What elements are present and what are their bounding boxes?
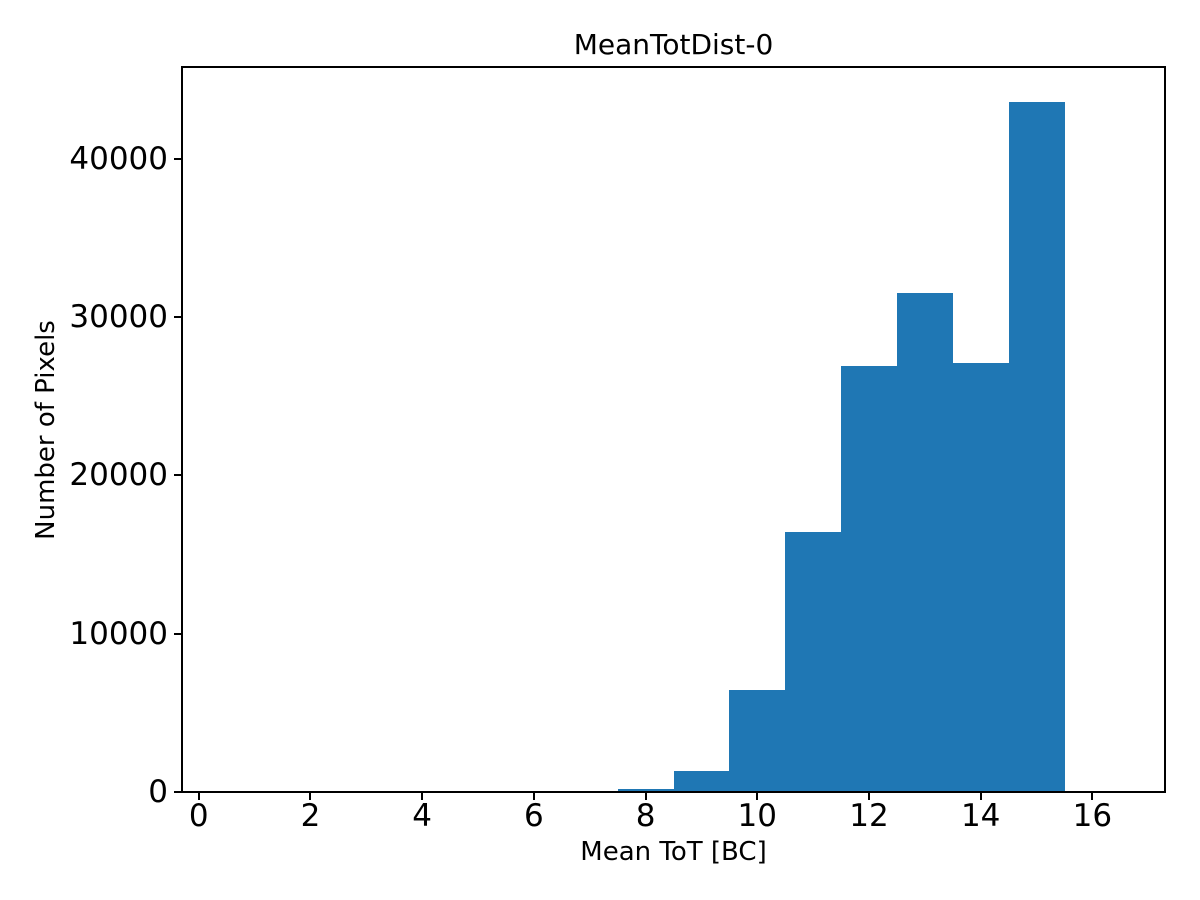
y-tick-mark (174, 632, 182, 635)
y-tick-label: 10000 (69, 615, 168, 652)
x-tick-mark (756, 792, 759, 800)
histogram-bar (1008, 101, 1065, 792)
histogram-bar (896, 292, 954, 792)
x-tick-mark (644, 792, 647, 800)
histogram-bar (841, 365, 898, 792)
y-tick-label: 0 (148, 774, 168, 810)
x-tick-mark (1091, 792, 1094, 800)
y-tick-label: 40000 (69, 140, 168, 177)
x-tick-label: 2 (300, 798, 321, 834)
y-tick-label: 20000 (69, 457, 168, 494)
histogram-bar (952, 362, 1010, 792)
histogram-bar (785, 531, 842, 792)
plot-area (181, 66, 1166, 793)
x-tick-mark (867, 792, 870, 800)
x-tick-label: 12 (849, 798, 889, 834)
x-tick-mark (197, 792, 200, 800)
y-tick-mark (174, 315, 182, 318)
chart-title: MeanTotDist-0 (573, 28, 774, 61)
histogram-bar (729, 690, 786, 792)
x-tick-mark (532, 792, 535, 800)
y-tick-mark (174, 474, 182, 477)
x-tick-label: 6 (523, 798, 544, 834)
x-axis-label: Mean ToT [BC] (580, 837, 767, 867)
y-axis-label: Number of Pixels (31, 320, 61, 540)
x-tick-mark (421, 792, 424, 800)
histogram-bar (673, 770, 730, 792)
x-tick-label: 10 (737, 798, 777, 834)
x-tick-mark (309, 792, 312, 800)
x-tick-label: 0 (188, 798, 209, 834)
y-tick-mark (174, 791, 182, 793)
y-tick-mark (174, 157, 182, 160)
x-tick-mark (979, 792, 982, 800)
x-tick-label: 16 (1072, 798, 1113, 834)
x-tick-label: 14 (960, 798, 1001, 834)
histogram-bar (617, 789, 674, 792)
x-tick-label: 4 (412, 798, 433, 834)
y-tick-label: 30000 (69, 298, 168, 335)
x-tick-label: 8 (635, 798, 656, 834)
